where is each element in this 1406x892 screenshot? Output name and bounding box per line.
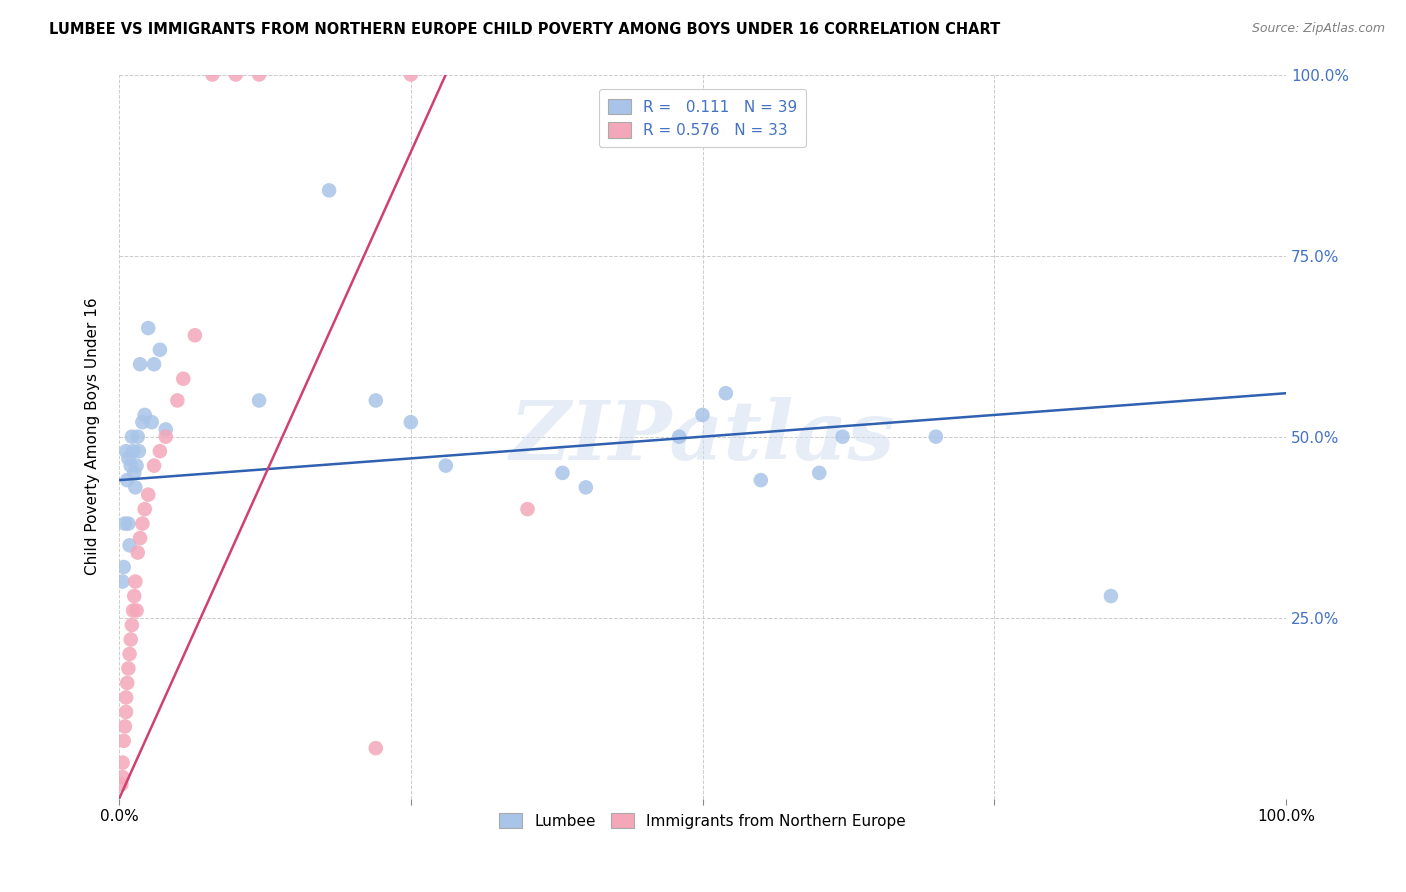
Point (516, 502, 538, 516)
Point (129, 357, 152, 371)
Point (127, 545, 149, 559)
Point (134, 408, 156, 422)
Point (122, 466, 145, 480)
Point (118, 647, 141, 661)
Point (111, 770, 134, 784)
Point (247, 68, 270, 82)
Point (117, 516, 139, 531)
Point (318, 183, 340, 197)
Point (155, 430, 177, 444)
Point (112, 560, 135, 574)
Point (749, 473, 772, 487)
Point (131, 516, 153, 531)
Point (143, 357, 166, 371)
Point (124, 480, 146, 494)
Point (831, 430, 853, 444)
Point (364, 393, 387, 408)
Point (114, 516, 136, 531)
Point (114, 719, 136, 733)
Point (111, 756, 134, 770)
Point (136, 321, 159, 335)
Point (125, 458, 148, 473)
Point (129, 531, 152, 545)
Point (121, 430, 143, 444)
Point (808, 466, 831, 480)
Point (117, 661, 139, 675)
Text: Source: ZipAtlas.com: Source: ZipAtlas.com (1251, 22, 1385, 36)
Point (184, 328, 207, 343)
Point (225, 68, 247, 82)
Point (434, 458, 457, 473)
Point (125, 603, 148, 617)
Point (668, 430, 690, 444)
Point (115, 676, 138, 690)
Point (131, 415, 153, 429)
Point (1099, 589, 1122, 603)
Point (364, 741, 387, 756)
Point (141, 415, 163, 429)
Point (120, 458, 142, 473)
Point (127, 430, 149, 444)
Point (134, 502, 156, 516)
Point (124, 574, 146, 589)
Point (149, 343, 172, 357)
Point (122, 444, 145, 458)
Point (122, 589, 145, 603)
Y-axis label: Child Poverty Among Boys Under 16: Child Poverty Among Boys Under 16 (86, 298, 100, 575)
Point (111, 574, 134, 589)
Point (551, 466, 574, 480)
Text: ZIPatlas: ZIPatlas (510, 397, 896, 476)
Point (155, 422, 177, 436)
Point (115, 473, 138, 487)
Point (925, 430, 948, 444)
Point (692, 408, 714, 422)
Point (714, 386, 737, 401)
Point (399, 415, 422, 429)
Point (149, 444, 172, 458)
Point (575, 480, 598, 494)
Point (122, 603, 145, 617)
Text: LUMBEE VS IMMIGRANTS FROM NORTHERN EUROPE CHILD POVERTY AMONG BOYS UNDER 16 CORR: LUMBEE VS IMMIGRANTS FROM NORTHERN EUROP… (49, 22, 1001, 37)
Point (110, 777, 132, 791)
Point (115, 690, 138, 705)
Point (247, 393, 270, 408)
Point (201, 68, 224, 82)
Point (172, 372, 194, 386)
Point (115, 705, 138, 719)
Point (136, 488, 159, 502)
Point (166, 393, 188, 408)
Point (128, 444, 150, 458)
Point (120, 632, 142, 647)
Point (117, 451, 139, 466)
Point (112, 734, 135, 748)
Point (118, 538, 141, 552)
Legend: Lumbee, Immigrants from Northern Europe: Lumbee, Immigrants from Northern Europe (494, 806, 912, 835)
Point (143, 458, 166, 473)
Point (115, 444, 138, 458)
Point (399, 68, 422, 82)
Point (121, 618, 143, 632)
